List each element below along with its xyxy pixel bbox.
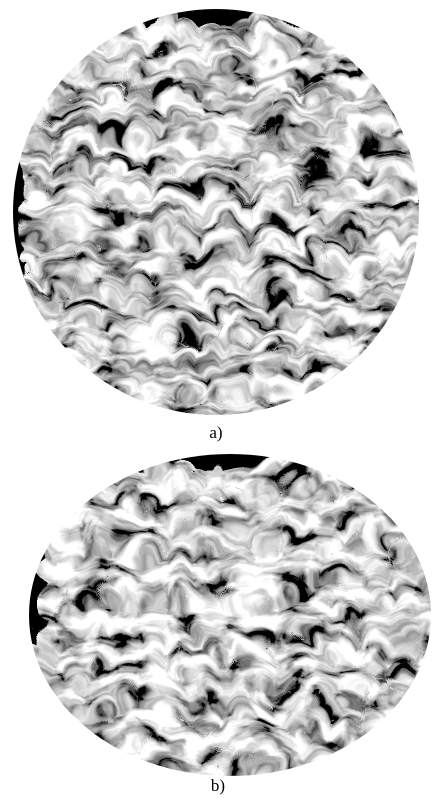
center-highlight [29, 454, 431, 776]
page: {"figure": {"panels": [{"label": "a)"}, … [0, 0, 433, 798]
panel-label: b) [211, 776, 225, 795]
texture-ellipse [29, 454, 431, 776]
center-highlight [13, 9, 419, 415]
panel-label: a) [209, 423, 222, 442]
texture-disc [13, 9, 419, 415]
figure: a) b) [0, 0, 433, 798]
